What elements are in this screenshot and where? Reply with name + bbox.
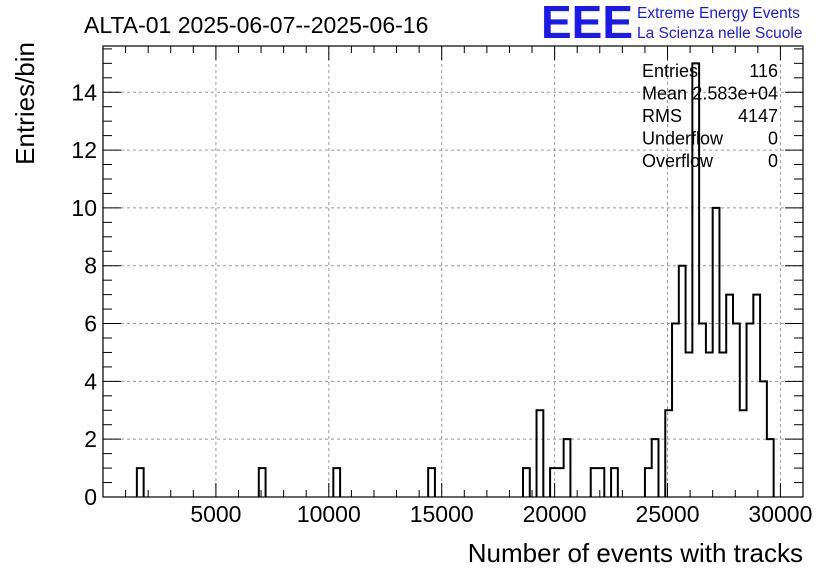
stats-label: Underflow [642, 129, 724, 149]
x-tick-label: 20000 [523, 501, 587, 527]
stats-value: 116 [749, 61, 778, 81]
stats-value: 0 [768, 151, 778, 171]
chart-title: ALTA-01 2025-06-07--2025-06-16 [84, 12, 428, 38]
stats-value: 0 [768, 129, 778, 149]
grid-lines [103, 46, 803, 497]
eee-logo-line1: Extreme Energy Events [637, 5, 800, 22]
y-tick-label: 0 [84, 484, 97, 510]
x-tick-label: 25000 [636, 501, 700, 527]
stats-value: 2.583e+04 [692, 84, 778, 104]
y-axis-label: Entries/bin [10, 42, 40, 165]
y-tick-label: 4 [84, 368, 97, 394]
y-tick-label: 6 [84, 311, 97, 337]
y-tick-label: 14 [71, 79, 97, 105]
x-tick-label: 10000 [297, 501, 361, 527]
x-tick-labels: 5000 10000 15000 20000 25000 30000 [190, 501, 812, 527]
stats-label: Overflow [642, 151, 714, 171]
stats-label: Mean [642, 84, 687, 104]
stats-box: Entries 116 Mean 2.583e+04 RMS 4147 Underflow 0… [642, 61, 778, 171]
axis-ticks [102, 46, 804, 498]
x-axis-label: Number of events with tracks [468, 538, 803, 568]
eee-logo-mark: EEE [541, 0, 633, 48]
y-tick-labels: 0 2 4 6 8 10 12 14 [71, 79, 97, 510]
plot-frame [102, 45, 804, 498]
x-tick-label: 30000 [748, 501, 812, 527]
stats-label: Entries [642, 61, 698, 81]
stats-label: RMS [642, 106, 682, 126]
eee-logo: EEE Extreme Energy Events La Scienza nel… [541, 0, 802, 48]
eee-logo-line2: La Scienza nelle Scuole [637, 25, 802, 42]
stats-value: 4147 [738, 106, 778, 126]
x-tick-label: 15000 [410, 501, 474, 527]
histogram-outline [135, 62, 775, 497]
x-tick-label: 5000 [190, 501, 241, 527]
y-tick-label: 2 [84, 426, 97, 452]
y-tick-label: 12 [71, 137, 97, 163]
y-tick-label: 10 [71, 195, 97, 221]
y-tick-label: 8 [84, 253, 97, 279]
